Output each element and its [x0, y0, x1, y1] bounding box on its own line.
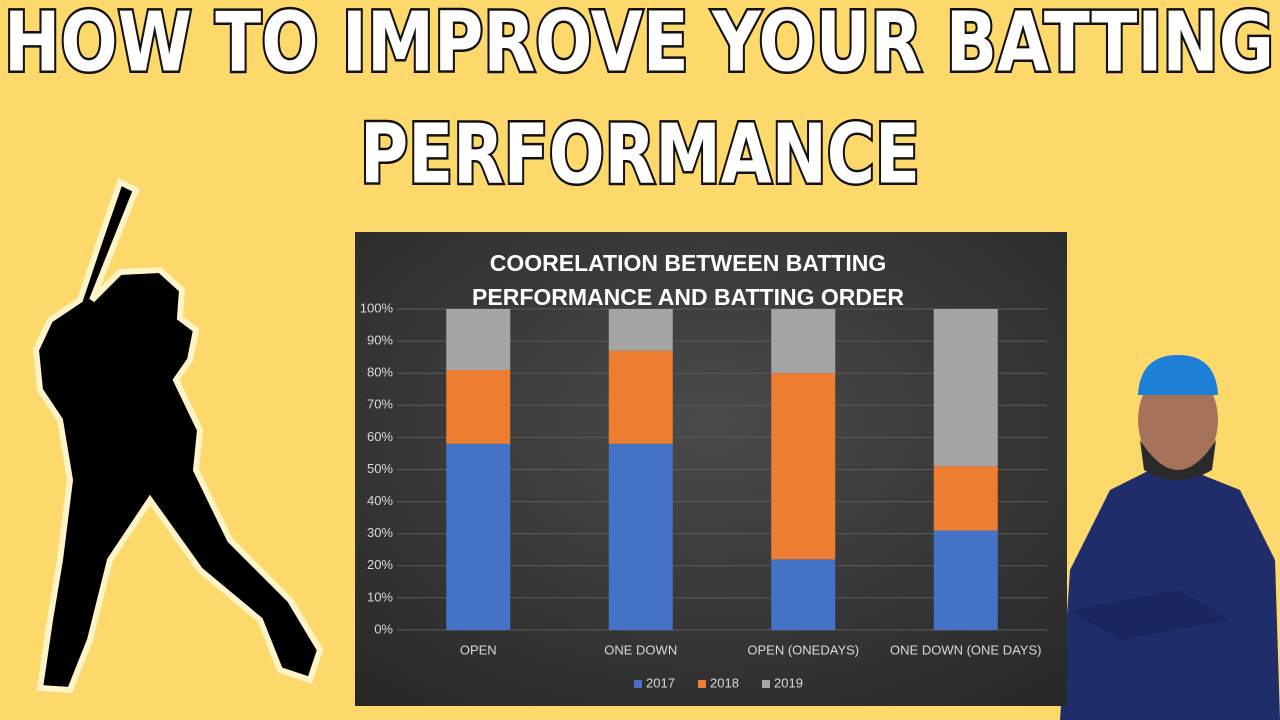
plot: 0% 10% 20% 30% 40% 50% 60% 70% 80% 90% 100% OPEN ONE…	[360, 300, 1047, 690]
y-tick-label: 40%	[367, 493, 393, 508]
x-tick-label: ONE DOWN	[604, 642, 677, 657]
y-tick-label: 0%	[374, 621, 393, 636]
bar-segment	[771, 309, 836, 374]
y-tick-label: 20%	[367, 557, 393, 572]
y-tick-label: 70%	[367, 397, 393, 412]
x-tick-label: OPEN	[460, 642, 497, 657]
legend-label: 2017	[646, 675, 675, 690]
y-tick-label: 80%	[367, 365, 393, 380]
bar-segment	[771, 559, 836, 630]
bar-segment	[446, 443, 511, 630]
y-tick-label: 50%	[367, 461, 393, 476]
legend-swatch	[634, 680, 642, 688]
bar-segment	[771, 373, 836, 560]
chart-title: COORELATION BETWEEN BATTING	[490, 250, 887, 276]
y-tick-label: 10%	[367, 589, 393, 604]
y-tick-label: 30%	[367, 525, 393, 540]
bar-segment	[933, 466, 998, 531]
bar-segment	[933, 530, 998, 630]
bar-segment	[608, 443, 673, 630]
legend-label: 2019	[774, 675, 803, 690]
chart-title: PERFORMANCE AND BATTING ORDER	[472, 284, 904, 310]
bar-segment	[446, 309, 511, 370]
y-tick-label: 90%	[367, 333, 393, 348]
bar-segment	[446, 369, 511, 444]
coach-photo	[1060, 355, 1280, 720]
bar-segment	[933, 309, 998, 467]
legend-swatch	[762, 680, 770, 688]
bar-segment	[608, 350, 673, 444]
bar-segment	[608, 309, 673, 351]
y-tick-label: 100%	[360, 300, 394, 315]
legend-label: 2018	[710, 675, 739, 690]
legend-swatch	[698, 680, 706, 688]
x-tick-label: ONE DOWN (ONE DAYS)	[890, 642, 1041, 657]
batsman-silhouette	[32, 177, 324, 694]
headline: HOW TO IMPROVE YOUR BATTING	[4, 0, 1274, 90]
x-tick-label: OPEN (ONEDAYS)	[747, 642, 859, 657]
headline: PERFORMANCE	[360, 107, 920, 202]
y-tick-label: 60%	[367, 429, 393, 444]
